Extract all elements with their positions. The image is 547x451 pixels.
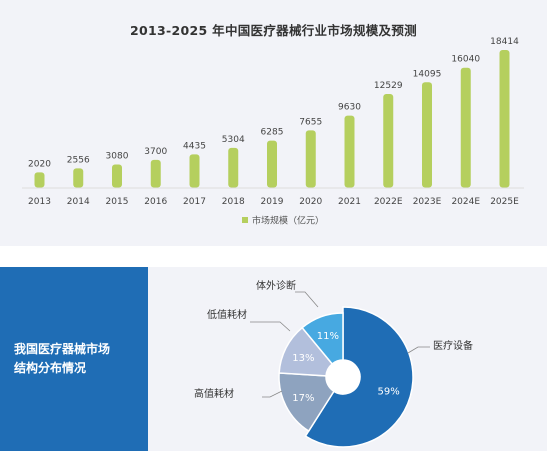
bar	[383, 93, 394, 188]
bar-value-label: 3700	[144, 147, 167, 157]
slice-category-label: 高值耗材	[194, 387, 234, 400]
x-tick-label: 2020	[299, 197, 322, 207]
bar	[422, 82, 432, 188]
bar	[228, 147, 239, 188]
bar-value-label: 4435	[183, 141, 206, 151]
bar	[112, 164, 122, 188]
bar-value-label: 5304	[222, 135, 245, 145]
x-tick-label: 2025E	[490, 197, 519, 207]
x-tick-label: 2019	[261, 197, 284, 207]
bar	[344, 115, 355, 188]
bar-value-label: 2020	[28, 159, 51, 169]
x-tick-label: 2017	[183, 197, 206, 207]
leader-line	[250, 321, 291, 332]
bar	[189, 154, 200, 188]
bar-chart-panel	[0, 0, 547, 246]
slice-category-label: 低值耗材	[207, 308, 247, 321]
leader-line	[407, 346, 430, 354]
donut-hole	[326, 360, 360, 394]
bar-value-label: 12529	[374, 81, 403, 91]
bar	[34, 172, 45, 188]
slice-category-label: 医疗设备	[433, 339, 473, 352]
pie-label-panel	[0, 267, 148, 451]
leader-line	[295, 291, 319, 308]
slice-percent-label: 59%	[377, 386, 399, 397]
bar-value-label: 2556	[67, 155, 90, 165]
chart-title: 2013-2025 年中国医疗器械行业市场规模及预测	[130, 23, 417, 38]
x-tick-label: 2018	[222, 197, 245, 207]
bar-value-label: 18414	[490, 37, 519, 47]
bar	[150, 159, 161, 188]
bar	[305, 130, 316, 188]
slice-category-label: 体外诊断	[256, 279, 296, 292]
legend-label: 市场规模（亿元）	[252, 215, 324, 227]
slice-percent-label: 11%	[317, 331, 339, 342]
slice-percent-label: 17%	[292, 393, 314, 404]
x-tick-label: 2022E	[374, 197, 403, 207]
x-tick-label: 2014	[67, 197, 90, 207]
bar-value-label: 14095	[413, 69, 442, 79]
bar-value-label: 6285	[261, 128, 284, 138]
x-tick-label: 2016	[144, 197, 167, 207]
x-tick-label: 2015	[106, 197, 129, 207]
x-tick-label: 2024E	[451, 197, 480, 207]
bar	[499, 50, 510, 188]
bar-value-label: 9630	[338, 103, 361, 113]
bar-value-label: 16040	[451, 55, 480, 65]
x-tick-label: 2023E	[413, 197, 442, 207]
slice-percent-label: 13%	[292, 353, 314, 364]
leader-line	[262, 390, 283, 398]
bar-value-label: 7655	[299, 117, 322, 127]
bar	[267, 140, 277, 188]
bar-chart: 2020 2013 2556 2014 3080 2015 3700 2016 4435 2017…	[22, 37, 524, 227]
pie-chart: 59% 医疗设备 17% 高值耗材 13% 低值耗材 11% 体外诊断	[194, 279, 473, 448]
bar-value-label: 3080	[106, 152, 129, 162]
legend-swatch	[242, 217, 248, 223]
bar	[460, 67, 471, 188]
pie-panel-label: 我国医疗器械市场 结构分布情况	[14, 342, 111, 375]
x-tick-label: 2013	[28, 197, 51, 207]
bar	[73, 168, 84, 188]
x-tick-label: 2021	[338, 197, 361, 207]
